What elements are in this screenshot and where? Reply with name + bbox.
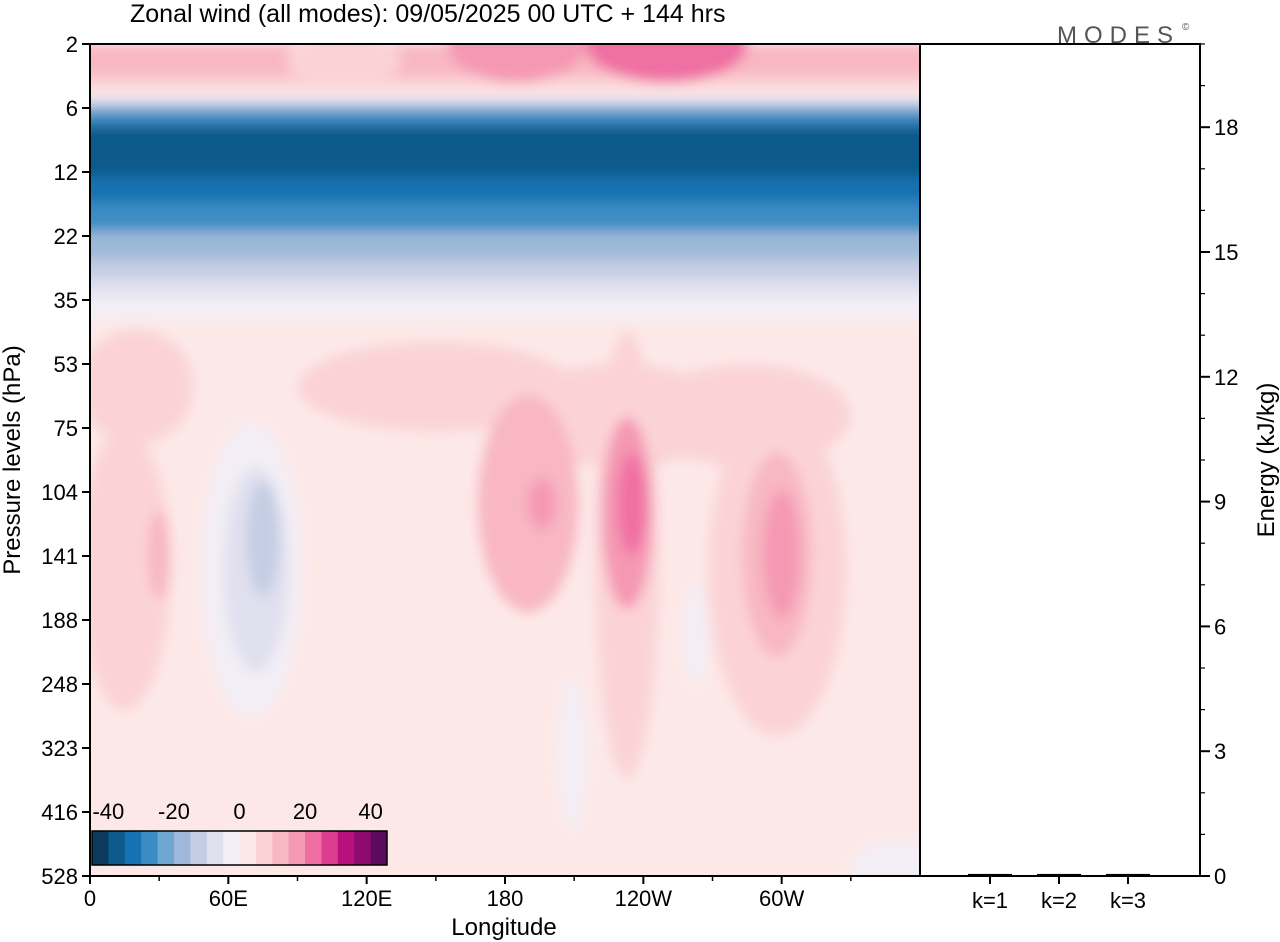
colorbar-tick-label: -20	[158, 799, 190, 824]
y-tick-label: 141	[41, 544, 78, 569]
colorbar-swatch	[255, 831, 273, 865]
colorbar-swatch	[272, 831, 290, 865]
y-tick-label: 248	[41, 672, 78, 697]
chart-title: Zonal wind (all modes): 09/05/2025 00 UT…	[130, 0, 725, 28]
wind-band	[90, 202, 920, 233]
energy-panel	[919, 43, 1201, 877]
colorbar-swatch	[321, 831, 339, 865]
energy-cat-label: k=2	[1041, 888, 1077, 913]
x-axis-label: Longitude	[451, 914, 556, 941]
energy-cat-label: k=1	[972, 888, 1008, 913]
wind-band	[90, 76, 920, 90]
wind-cell	[528, 478, 556, 530]
y-tick-label: 2	[66, 32, 78, 57]
energy-bars: k=1 k=2 k=3	[968, 873, 1150, 913]
y-tick-label: 323	[41, 736, 78, 761]
wind-band	[90, 278, 920, 298]
colorbar-swatch	[108, 831, 126, 865]
wind-band	[90, 88, 920, 99]
wind-cell	[447, 44, 586, 83]
wind-cell	[684, 583, 708, 686]
copyright-mark: ©	[1182, 22, 1190, 33]
colorbar-swatch	[370, 831, 388, 865]
colorbar-swatch	[288, 831, 306, 865]
colorbar-swatch	[92, 831, 109, 865]
wind-cell	[763, 490, 801, 619]
wind-cell	[90, 429, 171, 711]
wind-band	[90, 97, 920, 105]
y-tick-label: 528	[41, 864, 78, 889]
y-tick-label: 53	[54, 352, 78, 377]
wind-cell	[246, 481, 280, 597]
colorbar-tick-label: 40	[358, 799, 382, 824]
colorbar-tick-label: -40	[92, 799, 124, 824]
y-tick-label: 12	[54, 160, 78, 185]
energy-tick-label: 18	[1214, 115, 1238, 140]
colorbar-swatch	[354, 831, 372, 865]
wind-band	[90, 259, 920, 280]
colorbar-swatch	[190, 831, 208, 865]
colorbar-swatch	[337, 831, 355, 865]
energy-tick-label: 12	[1214, 365, 1238, 390]
wind-band	[90, 103, 920, 113]
wind-field	[90, 44, 920, 876]
colorbar-swatch	[141, 831, 159, 865]
energy-tick-label: 0	[1214, 864, 1226, 889]
colorbar-swatch	[223, 831, 240, 865]
wind-cell	[477, 394, 579, 613]
wind-cell	[585, 44, 748, 83]
wind-band	[90, 231, 920, 261]
energy-bar	[968, 873, 1012, 876]
energy-cat-label: k=3	[1110, 888, 1146, 913]
colorbar-swatch	[124, 831, 142, 865]
y-tick-label: 6	[66, 96, 78, 121]
wind-cell	[458, 730, 552, 876]
wind-cell	[617, 452, 646, 555]
colorbar-swatch	[157, 831, 175, 865]
colorbar-tick-label: 0	[233, 799, 245, 824]
x-tick-label: 180	[487, 886, 524, 911]
colorbar-swatch	[305, 831, 322, 865]
energy-axis-label: Energy (kJ/kg)	[1253, 383, 1280, 538]
energy-tick-label: 3	[1214, 739, 1226, 764]
energy-tick-label: 9	[1214, 490, 1226, 515]
y-tick-label: 35	[54, 288, 78, 313]
y-tick-label: 104	[41, 480, 78, 505]
wind-cell	[700, 743, 817, 876]
x-tick-label: 120W	[615, 886, 673, 911]
wind-cell	[558, 676, 586, 831]
x-tick-label: 60E	[209, 886, 248, 911]
wind-cell	[285, 44, 402, 85]
y-tick-label: 22	[54, 224, 78, 249]
colorbar-frame	[91, 830, 388, 866]
wind-band	[90, 124, 920, 178]
wind-band	[90, 111, 920, 126]
wind-cell	[850, 839, 920, 876]
colorbar-swatch	[173, 831, 191, 865]
energy-bar	[1106, 873, 1150, 876]
y-tick-label: 75	[54, 416, 78, 441]
x-tick-label: 0	[84, 886, 96, 911]
y-axis-label: Pressure levels (hPa)	[0, 345, 26, 574]
wind-band	[90, 296, 920, 322]
x-tick-label: 120E	[341, 886, 392, 911]
colorbar-swatch	[239, 831, 257, 865]
wind-cell	[147, 509, 171, 600]
y-tick-label: 416	[41, 800, 78, 825]
y-tick-label: 188	[41, 608, 78, 633]
x-tick-label: 60W	[759, 886, 804, 911]
energy-tick-label: 6	[1214, 614, 1226, 639]
energy-bar	[1037, 873, 1081, 876]
wind-band	[90, 320, 920, 350]
wind-cell	[90, 329, 194, 445]
wind-band	[90, 176, 920, 204]
colorbar: -40 -20 0 20 40	[91, 799, 388, 866]
energy-tick-label: 15	[1214, 240, 1238, 265]
colorbar-swatch	[206, 831, 224, 865]
colorbar-tick-label: 20	[293, 799, 317, 824]
